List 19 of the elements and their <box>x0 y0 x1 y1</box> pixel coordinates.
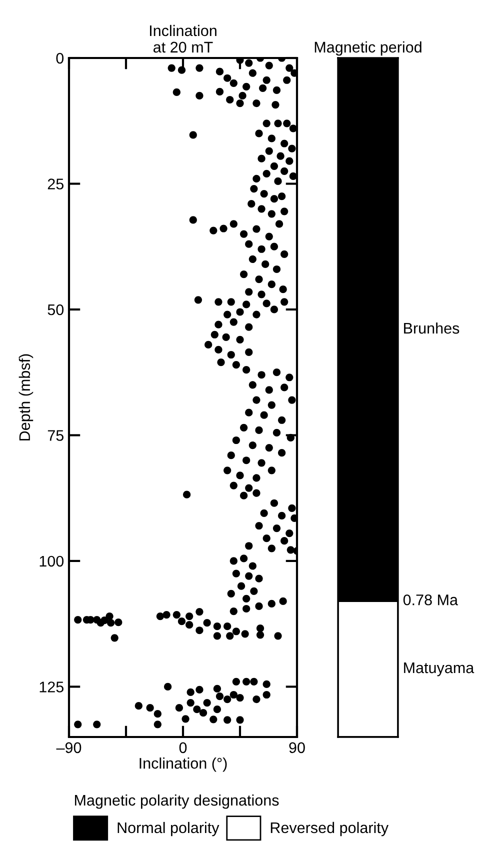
legend-label: Normal polarity <box>118 822 220 836</box>
chart-title: Magnetic period <box>314 41 422 56</box>
text: Brunhes <box>404 322 460 334</box>
x-tick-label: 90 <box>289 742 305 754</box>
x-tick-label: –90 <box>56 742 82 754</box>
legend-label: Reversed polarity <box>270 822 389 836</box>
y-tick-label: 50 <box>48 304 64 316</box>
y-tick-label: 125 <box>40 682 64 692</box>
x-tick-label: 0 <box>179 742 187 754</box>
y-tick-label: 25 <box>48 178 64 190</box>
text: Matuyama <box>404 662 474 676</box>
text: 0.78 Ma <box>403 594 458 606</box>
chart-title: Inclination at 20 mT <box>150 24 216 53</box>
y-axis-title: Depth (mbsf) <box>18 354 34 440</box>
y-tick-label: 0 <box>56 52 64 64</box>
legend-title: Magnetic polarity designations <box>75 794 279 809</box>
y-tick-label: 75 <box>48 430 64 441</box>
x-axis-title: Inclination (°) <box>140 757 227 772</box>
y-tick-label: 100 <box>40 556 64 567</box>
